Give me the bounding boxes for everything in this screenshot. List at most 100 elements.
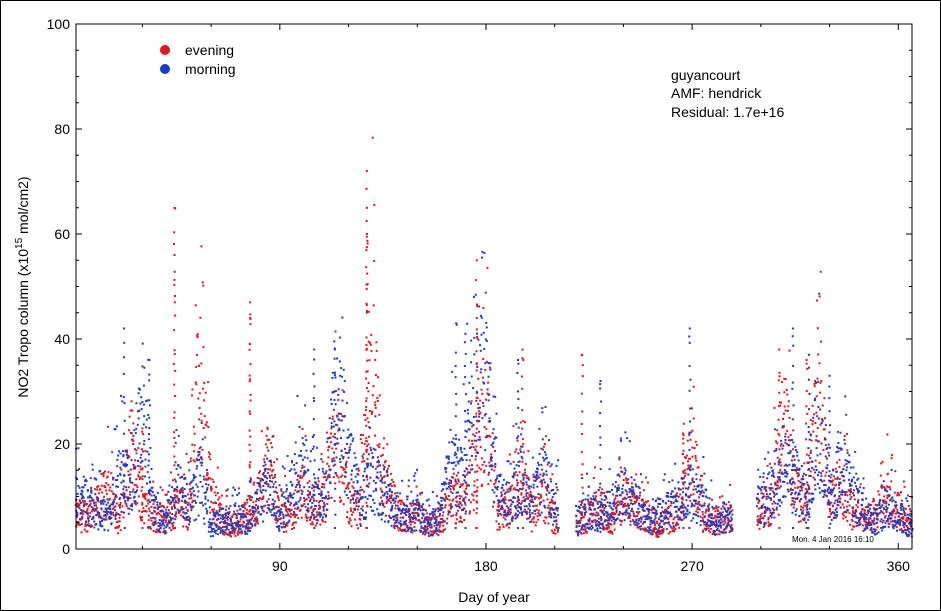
data-point <box>550 516 553 519</box>
data-point <box>831 480 834 483</box>
data-point <box>628 440 631 443</box>
data-point <box>654 526 657 529</box>
data-point <box>811 423 814 426</box>
data-point <box>432 530 435 533</box>
data-point <box>618 475 621 478</box>
data-point <box>378 394 381 397</box>
data-point <box>789 451 792 454</box>
data-point <box>521 511 523 514</box>
data-point <box>468 381 471 384</box>
data-point <box>286 508 289 511</box>
data-point <box>226 517 229 520</box>
data-point <box>106 475 109 478</box>
data-point <box>721 511 724 514</box>
data-point <box>507 506 510 509</box>
data-point <box>296 478 299 481</box>
data-point <box>95 514 97 517</box>
data-point <box>202 504 205 507</box>
data-point <box>653 508 656 511</box>
data-point <box>201 438 204 441</box>
data-point <box>852 525 855 528</box>
data-point <box>480 333 483 336</box>
data-point <box>552 516 555 519</box>
data-point <box>537 512 540 514</box>
data-point <box>192 505 195 508</box>
data-point <box>905 524 908 527</box>
data-point <box>472 387 475 390</box>
data-point <box>238 520 241 523</box>
data-point <box>394 507 397 510</box>
data-point <box>642 527 644 530</box>
data-point <box>540 495 543 498</box>
data-point <box>453 461 456 464</box>
data-point <box>490 453 493 456</box>
data-point <box>494 481 497 484</box>
data-point <box>671 522 674 525</box>
data-point <box>393 515 396 518</box>
data-point <box>775 440 777 443</box>
data-point <box>153 522 156 525</box>
data-point <box>230 518 232 521</box>
data-point <box>239 513 242 516</box>
data-point <box>124 495 127 498</box>
data-point <box>252 511 254 514</box>
data-point <box>206 487 209 490</box>
data-point <box>621 491 624 494</box>
data-point <box>306 509 309 512</box>
data-point <box>795 508 798 511</box>
data-point <box>232 513 235 516</box>
data-point <box>220 520 223 523</box>
data-point <box>455 491 458 494</box>
data-point <box>170 506 173 509</box>
data-point <box>132 467 135 470</box>
data-point <box>465 467 468 470</box>
data-point <box>86 513 89 516</box>
data-point <box>626 437 629 440</box>
data-point <box>363 414 366 417</box>
data-point <box>415 499 418 502</box>
data-point <box>692 488 695 491</box>
data-point <box>93 526 96 529</box>
data-point <box>543 505 546 508</box>
data-point <box>596 527 599 530</box>
data-point <box>781 471 784 474</box>
data-point <box>118 450 120 453</box>
data-point <box>445 455 448 458</box>
spike-point <box>173 353 176 356</box>
data-point <box>218 496 221 499</box>
data-point <box>205 507 208 510</box>
data-point <box>379 513 381 516</box>
data-point <box>225 495 228 497</box>
data-point <box>423 528 426 531</box>
data-point <box>773 462 776 465</box>
data-point <box>816 427 819 429</box>
data-point <box>486 388 489 391</box>
data-point <box>471 439 473 442</box>
data-point <box>264 443 267 446</box>
peak-point <box>365 170 368 172</box>
data-point <box>465 453 468 456</box>
data-point <box>351 469 353 472</box>
data-point <box>691 407 693 410</box>
data-point <box>97 528 100 531</box>
data-point <box>110 472 113 475</box>
data-point <box>379 503 382 506</box>
data-point <box>121 400 124 403</box>
data-point <box>394 504 397 507</box>
data-point <box>640 518 643 521</box>
data-point <box>785 472 788 475</box>
data-point <box>894 470 897 473</box>
data-point <box>140 489 143 492</box>
data-point <box>253 481 256 484</box>
data-point <box>526 477 529 480</box>
data-point <box>228 512 230 515</box>
data-point <box>336 424 339 427</box>
data-point <box>538 503 541 506</box>
data-point <box>771 502 774 505</box>
data-point <box>407 527 410 530</box>
data-point <box>656 505 659 508</box>
data-point <box>201 501 203 504</box>
data-point <box>243 530 246 533</box>
data-point <box>105 482 108 485</box>
data-point <box>354 475 357 478</box>
